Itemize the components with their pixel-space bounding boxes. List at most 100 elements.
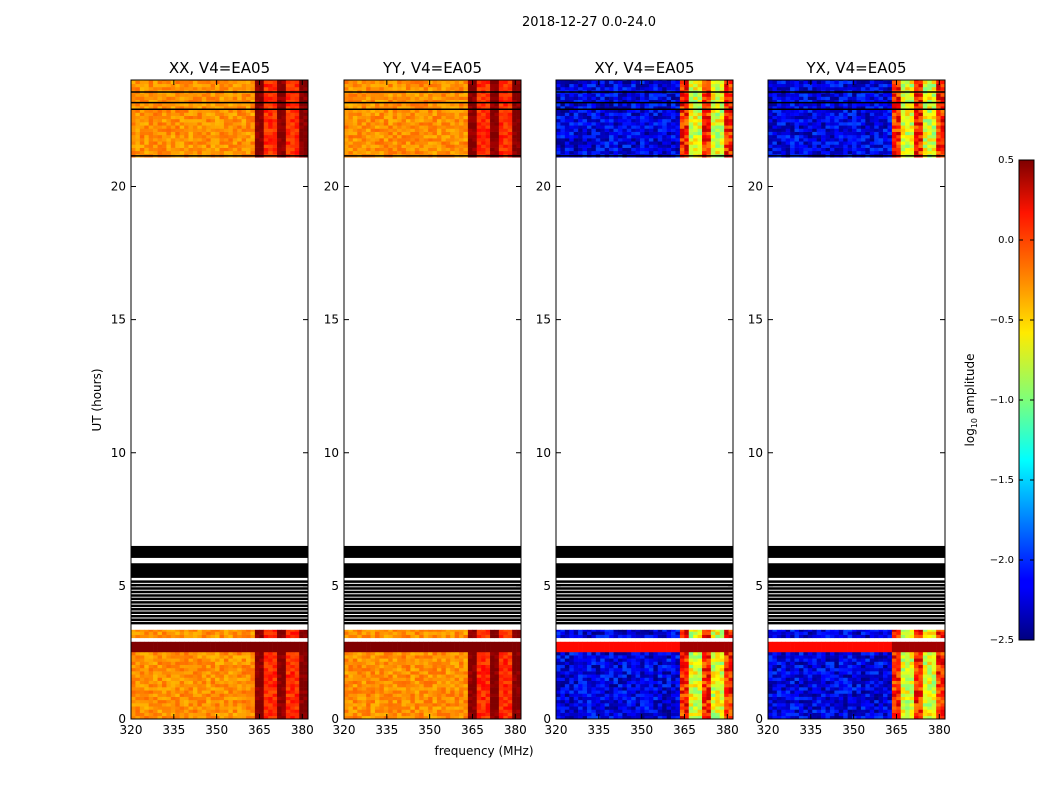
heatmap-cell bbox=[388, 661, 393, 665]
heatmap-cell bbox=[432, 706, 438, 710]
heatmap-cell bbox=[166, 134, 172, 139]
heatmap-cell bbox=[600, 696, 605, 701]
heatmap-cell bbox=[263, 118, 269, 123]
heatmap-cell bbox=[131, 655, 136, 659]
heatmap-cell bbox=[512, 93, 517, 97]
heatmap-cell bbox=[436, 106, 442, 110]
heatmap-cell bbox=[294, 699, 300, 704]
heatmap-cell bbox=[631, 687, 636, 691]
heatmap-cell bbox=[219, 696, 225, 701]
heatmap-cell bbox=[361, 634, 367, 639]
heatmap-cell bbox=[294, 144, 300, 148]
heatmap-cell bbox=[450, 687, 455, 691]
heatmap-cell bbox=[441, 677, 447, 681]
heatmap-cell bbox=[653, 680, 659, 685]
heatmap-cell bbox=[277, 655, 282, 659]
heatmap-cell bbox=[215, 658, 220, 662]
heatmap-cell bbox=[179, 641, 185, 643]
heatmap-cell bbox=[254, 693, 260, 697]
heatmap-cell bbox=[423, 651, 429, 656]
heatmap-cell bbox=[719, 667, 725, 672]
heatmap-cell bbox=[719, 683, 725, 688]
heatmap-cell bbox=[219, 96, 225, 101]
heatmap-cell bbox=[263, 706, 269, 710]
heatmap-cell bbox=[463, 655, 469, 659]
heatmap-cell bbox=[290, 690, 296, 694]
heatmap-cell bbox=[135, 122, 141, 126]
heatmap-cell bbox=[494, 86, 500, 91]
heatmap-cell bbox=[157, 134, 163, 139]
heatmap-cell bbox=[259, 641, 265, 643]
heatmap-cell bbox=[428, 629, 433, 632]
heatmap-cell bbox=[675, 687, 681, 691]
heatmap-cell bbox=[206, 641, 211, 643]
heatmap-cell bbox=[463, 150, 469, 155]
heatmap-cell bbox=[148, 693, 154, 697]
heatmap-cell bbox=[374, 715, 380, 720]
heatmap-cell bbox=[170, 115, 176, 120]
heatmap-cell bbox=[459, 109, 464, 113]
heatmap-cell bbox=[153, 641, 158, 643]
heatmap-cell bbox=[232, 715, 238, 720]
heatmap-cell bbox=[294, 658, 300, 662]
heatmap-cell bbox=[188, 641, 194, 643]
heatmap-cell bbox=[206, 93, 211, 97]
heatmap-cell bbox=[388, 674, 393, 678]
heatmap-cell bbox=[383, 128, 389, 132]
heatmap-cell bbox=[569, 664, 574, 669]
heatmap-cell bbox=[432, 693, 438, 697]
heatmap-cell bbox=[441, 712, 447, 717]
heatmap-cell bbox=[157, 118, 163, 123]
heatmap-cell bbox=[507, 631, 513, 635]
heatmap-cell bbox=[237, 115, 242, 120]
heatmap-cell bbox=[352, 631, 358, 635]
heatmap-cell bbox=[454, 641, 460, 643]
heatmap-cell bbox=[512, 712, 517, 717]
heatmap-cell bbox=[237, 683, 242, 688]
heatmap-cell bbox=[450, 706, 455, 710]
heatmap-cell bbox=[157, 693, 163, 697]
heatmap-cell bbox=[459, 115, 464, 120]
heatmap-cell bbox=[223, 671, 229, 675]
heatmap-cell bbox=[268, 658, 273, 662]
heatmap-cell bbox=[148, 118, 154, 123]
heatmap-cell bbox=[254, 674, 260, 678]
heatmap-cell bbox=[450, 96, 455, 101]
heatmap-cell bbox=[503, 122, 509, 126]
heatmap-cell bbox=[556, 706, 561, 710]
heatmap-cell bbox=[490, 664, 495, 669]
heatmap-cell bbox=[374, 99, 380, 104]
heatmap-cell bbox=[595, 706, 601, 710]
heatmap-cell bbox=[560, 667, 566, 672]
heatmap-cell bbox=[640, 683, 645, 688]
heatmap-cell bbox=[622, 712, 628, 717]
heatmap-cell bbox=[348, 680, 354, 685]
heatmap-cell bbox=[684, 696, 690, 701]
heatmap-cell bbox=[188, 112, 194, 116]
heatmap-cell bbox=[414, 715, 420, 720]
heatmap-cell bbox=[263, 655, 269, 659]
heatmap-cell bbox=[139, 645, 145, 650]
heatmap-cell bbox=[285, 83, 291, 88]
heatmap-cell bbox=[135, 80, 141, 85]
heatmap-cell bbox=[564, 712, 570, 717]
heatmap-cell bbox=[188, 109, 194, 113]
heatmap-cell bbox=[303, 696, 309, 701]
heatmap-cell bbox=[357, 664, 362, 669]
heatmap-cell bbox=[344, 122, 349, 126]
heatmap-cell bbox=[299, 109, 304, 113]
heatmap-cell bbox=[410, 112, 416, 116]
heatmap-cell bbox=[388, 112, 393, 116]
heatmap-cell bbox=[374, 645, 380, 650]
heatmap-cell bbox=[268, 634, 273, 639]
heatmap-cell bbox=[626, 715, 632, 720]
heatmap-cell bbox=[254, 80, 260, 85]
heatmap-cell bbox=[560, 709, 566, 713]
heatmap-cell bbox=[153, 131, 158, 136]
heatmap-cell bbox=[697, 671, 703, 675]
heatmap-cell bbox=[467, 93, 473, 97]
heatmap-cell bbox=[454, 680, 460, 685]
heatmap-cell bbox=[277, 80, 282, 85]
heatmap-cell bbox=[215, 641, 220, 643]
heatmap-cell bbox=[609, 699, 614, 704]
